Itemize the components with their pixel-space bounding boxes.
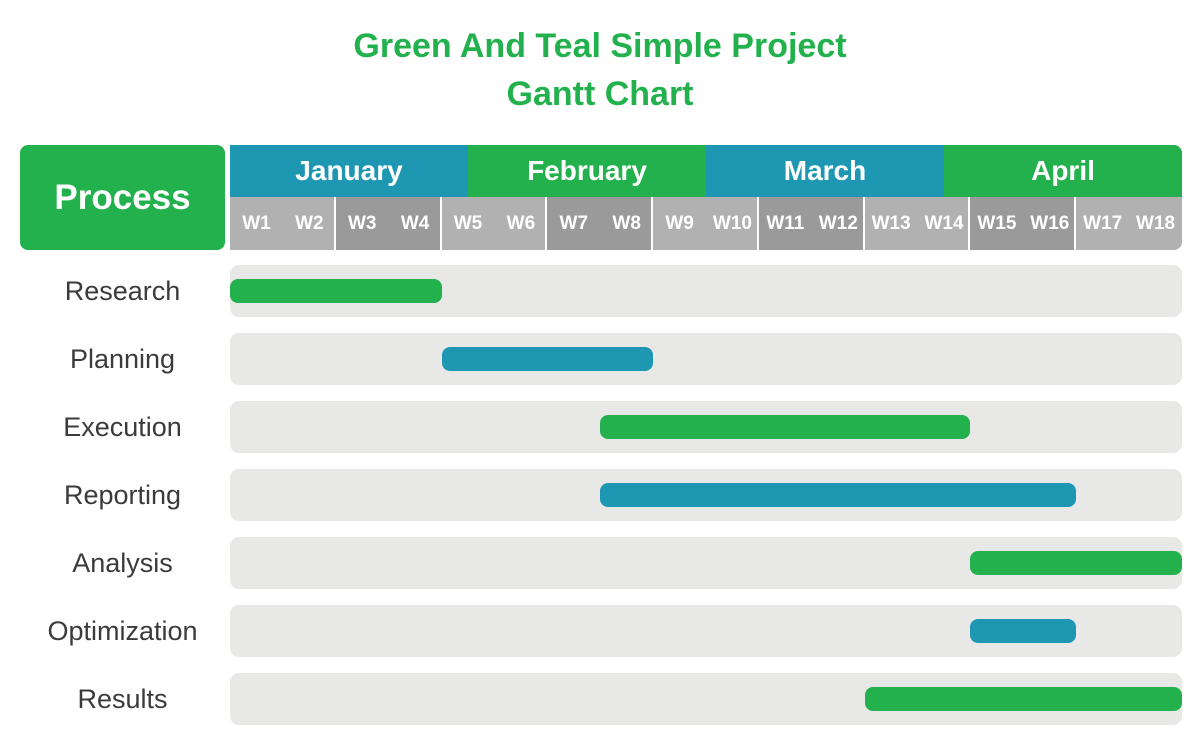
month-january: January	[230, 145, 468, 197]
week-w7: W7	[547, 197, 601, 250]
month-april: April	[944, 145, 1182, 197]
task-track-reporting	[230, 469, 1182, 521]
week-w10: W10	[706, 197, 759, 250]
task-track-research	[230, 265, 1182, 317]
task-row-results: Results	[20, 673, 1182, 725]
chart-title: Green And Teal Simple Project Gantt Chart	[0, 0, 1200, 118]
task-label-research: Research	[64, 275, 181, 306]
task-track-optimization	[230, 605, 1182, 657]
week-w5: W5	[441, 197, 495, 250]
task-label-optimization: Optimization	[47, 615, 198, 646]
week-w18: W18	[1129, 197, 1183, 250]
week-w4: W4	[388, 197, 442, 250]
task-track-planning	[230, 333, 1182, 385]
week-w3: W3	[335, 197, 389, 250]
week-w13: W13	[864, 197, 918, 250]
task-bar-planning	[441, 347, 654, 371]
week-w14: W14	[917, 197, 971, 250]
task-label-execution: Execution	[63, 411, 182, 442]
week-w16: W16	[1023, 197, 1077, 250]
chart-title-line2: Gantt Chart	[506, 75, 694, 113]
month-band: January February March April	[230, 145, 1182, 197]
task-label-results: Results	[77, 683, 168, 714]
week-band: W1 W2 W3 W4 W5 W6 W7 W8 W9 W10 W11 W12 W13 W14 W15 W16 W…	[230, 197, 1183, 250]
month-march: March	[706, 145, 944, 197]
task-track-results	[230, 673, 1182, 725]
task-row-optimization: Optimization	[20, 605, 1182, 657]
week-w17: W17	[1076, 197, 1130, 250]
task-bar-analysis	[970, 551, 1182, 575]
week-w8: W8	[600, 197, 654, 250]
task-bar-execution	[600, 415, 971, 439]
week-w6: W6	[494, 197, 548, 250]
timeline-header: January February March April W1 W2 W3 W4 W5 W6 W7…	[230, 145, 1183, 250]
task-track-execution	[230, 401, 1182, 453]
task-label-analysis: Analysis	[72, 547, 173, 578]
week-w12: W12	[811, 197, 865, 250]
week-w15: W15	[970, 197, 1024, 250]
task-row-research: Research	[20, 265, 1182, 317]
week-w9: W9	[653, 197, 707, 250]
month-february: February	[468, 145, 706, 197]
week-w1: W1	[230, 197, 283, 250]
task-row-execution: Execution	[20, 401, 1182, 453]
task-row-planning: Planning	[20, 333, 1182, 385]
chart-title-line1: Green And Teal Simple Project	[353, 27, 847, 65]
task-bar-optimization	[970, 619, 1077, 643]
task-bar-research	[230, 279, 442, 303]
week-w2: W2	[282, 197, 336, 250]
task-label-planning: Planning	[69, 343, 176, 374]
chart-header: Process January February March April W1 W2 W3…	[20, 145, 1183, 250]
task-bar-reporting	[600, 483, 1077, 507]
task-bar-results	[864, 687, 1182, 711]
task-rows: Research Planning Execution Reporting Analys…	[20, 265, 1182, 725]
task-label-reporting: Reporting	[63, 479, 182, 510]
task-track-analysis	[230, 537, 1182, 589]
process-header-cell: Process	[20, 145, 225, 250]
week-w11: W11	[758, 197, 812, 250]
task-row-analysis: Analysis	[20, 537, 1182, 589]
task-row-reporting: Reporting	[20, 469, 1182, 521]
